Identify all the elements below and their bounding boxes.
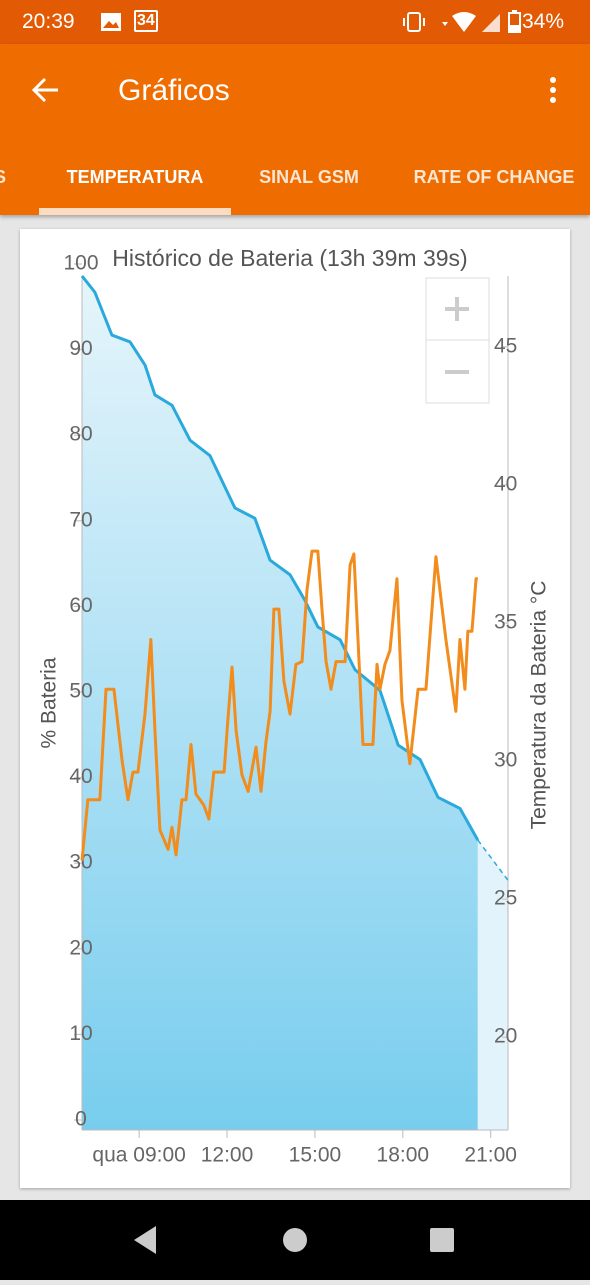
tab[interactable]: RATE OF CHANGE (413, 167, 575, 187)
app-bar: Gráficos S TEMPERATURA SINAL GSM RATE OF CH… (0, 44, 590, 215)
y-tick-label: 10 (69, 1022, 92, 1045)
y-tick-label: 40 (69, 765, 92, 788)
menu-button[interactable] (546, 76, 560, 106)
battery-level: 34% (522, 10, 565, 33)
y-tick-label: 70 (69, 508, 92, 531)
nav-bar (0, 1200, 590, 1280)
tab-bar: S TEMPERATURA SINAL GSM RATE OF CHANGE (0, 0, 590, 215)
chart-title: Histórico de Bateria (13h 39m 39s) (112, 245, 467, 271)
zoom-in[interactable] (445, 297, 469, 321)
series-line (80, 275, 480, 841)
chart: 0 10 20 30 40 50 60 70 80 90 100 20 25 30 35 40 45 qua 09… (38, 245, 551, 1167)
y-tick-label: 80 (69, 423, 92, 446)
y2-axis-title: Temperatura da Bateria °C (528, 581, 551, 830)
series-line (80, 549, 478, 861)
y2-tick-label: 35 (494, 611, 517, 634)
y2-tick-label: 25 (494, 887, 517, 910)
app-title: Gráficos (118, 74, 230, 107)
y2-tick-label: 45 (494, 334, 517, 357)
status-icons (403, 12, 500, 32)
y2-tick-label: 20 (494, 1025, 517, 1048)
x-tick-label: 15:00 (289, 1144, 342, 1167)
y-axis-title: % Bateria (38, 657, 61, 748)
back-button[interactable] (30, 76, 62, 104)
nav-recents[interactable] (430, 1228, 454, 1252)
status-bar: 20:39 34 34% (0, 0, 590, 44)
x-tick-label: 18:00 (377, 1144, 430, 1167)
y2-tick-label: 40 (494, 472, 517, 495)
battery-icon (508, 10, 521, 33)
y-tick-label: 20 (69, 936, 92, 959)
y-tick-label: 0 (75, 1108, 87, 1131)
tab[interactable]: S (0, 167, 6, 188)
y-tick-label: 60 (69, 594, 92, 617)
tab-indicator (39, 208, 231, 215)
area-fill (82, 275, 478, 1130)
image-icon (101, 13, 121, 31)
y-tick-label: 100 (63, 252, 98, 275)
x-tick-label: 21:00 (464, 1144, 517, 1167)
y-tick-label: 50 (69, 680, 92, 703)
calendar-icon: 34 (134, 10, 158, 32)
clock: 20:39 (22, 10, 75, 33)
nav-buttons (134, 1226, 454, 1254)
nav-back[interactable] (134, 1226, 156, 1254)
tab[interactable]: TEMPERATURA (66, 167, 204, 187)
y-tick-label: 90 (69, 337, 92, 360)
x-tick-label: 12:00 (201, 1144, 254, 1167)
y-tick-label: 30 (69, 851, 92, 874)
area-fill (477, 840, 508, 1130)
nav-home[interactable] (283, 1228, 307, 1252)
tab[interactable]: SINAL GSM (259, 167, 359, 187)
y2-tick-label: 30 (494, 749, 517, 772)
x-tick-label: qua 09:00 (92, 1144, 185, 1167)
